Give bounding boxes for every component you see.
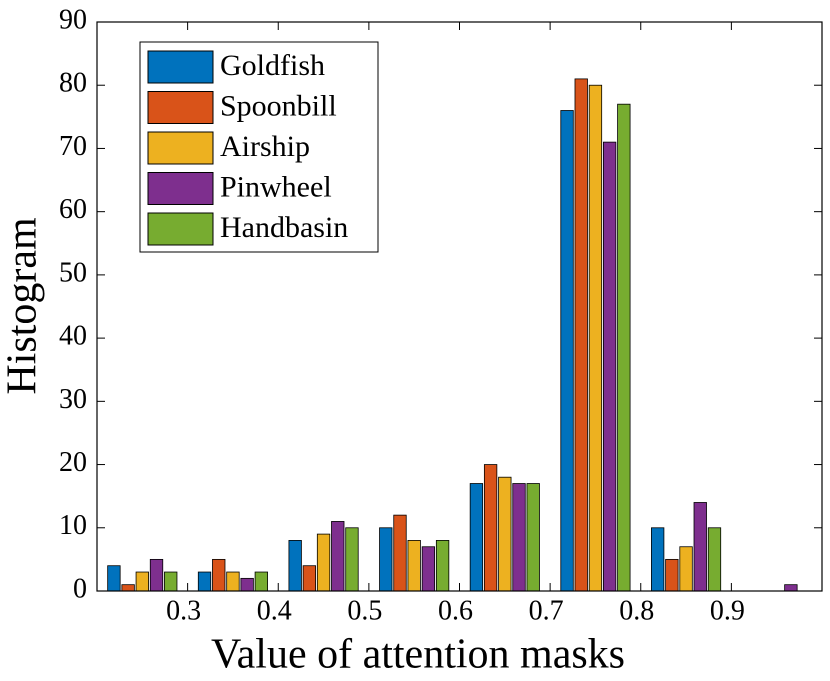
bar (316, 533, 331, 592)
legend-swatch (147, 212, 214, 246)
bar (707, 527, 722, 592)
x-tick-label: 0.3 (166, 595, 201, 626)
x-tick-label: 0.5 (347, 595, 382, 626)
y-axis-label: Histogram (0, 217, 46, 395)
y-tick-label: 40 (59, 321, 87, 352)
y-tick-label: 20 (59, 447, 87, 478)
bar (197, 571, 212, 592)
bar (679, 546, 693, 592)
bar (240, 577, 254, 592)
bar (498, 476, 512, 592)
bar (135, 571, 149, 592)
bar (212, 558, 226, 592)
bar (665, 558, 679, 592)
bar (588, 84, 603, 592)
bar (574, 78, 588, 592)
bar (345, 527, 359, 592)
bar (288, 540, 302, 592)
bar (560, 110, 574, 592)
legend-swatch (147, 50, 214, 84)
bar (331, 521, 345, 592)
bar (602, 141, 617, 592)
axes-box (96, 21, 823, 592)
bar (469, 483, 484, 592)
bar (226, 571, 240, 592)
y-tick-label: 30 (59, 384, 87, 415)
x-tick-label: 0.9 (710, 595, 745, 626)
x-tick-label: 0.8 (619, 595, 654, 626)
y-tick-label: 50 (59, 257, 87, 288)
x-axis-label: Value of attention masks (211, 632, 625, 678)
bar (407, 540, 421, 592)
bar (107, 565, 121, 592)
bar (784, 584, 798, 592)
bar (149, 558, 164, 592)
y-tick-label: 0 (73, 573, 87, 604)
y-tick-label: 70 (59, 131, 87, 162)
bar (379, 527, 393, 592)
bar (421, 546, 436, 592)
legend-label: Airship (220, 130, 310, 163)
bar (693, 502, 707, 592)
legend-swatch (147, 172, 214, 205)
bar (164, 571, 178, 592)
y-tick-label: 10 (59, 510, 87, 541)
legend-label: Spoonbill (220, 89, 337, 122)
bar (393, 514, 407, 592)
x-tick-label: 0.6 (438, 595, 473, 626)
legend-swatch (147, 91, 214, 124)
y-tick-label: 80 (59, 68, 87, 99)
y-tick-label: 60 (59, 194, 87, 225)
legend-swatch (147, 131, 214, 165)
legend-label: Pinwheel (220, 170, 332, 203)
x-tick-label: 0.4 (257, 595, 292, 626)
bar (302, 565, 317, 592)
bar (526, 483, 540, 592)
bar (651, 527, 665, 592)
x-tick-label: 0.7 (529, 595, 564, 626)
bar (512, 483, 526, 592)
bar (121, 584, 135, 592)
y-tick-label: 90 (59, 4, 87, 35)
legend-label: Goldfish (220, 49, 325, 82)
legend-label: Handbasin (220, 211, 348, 244)
bar (435, 540, 450, 592)
bar (617, 103, 631, 592)
bar (254, 571, 268, 592)
bar (483, 464, 498, 592)
